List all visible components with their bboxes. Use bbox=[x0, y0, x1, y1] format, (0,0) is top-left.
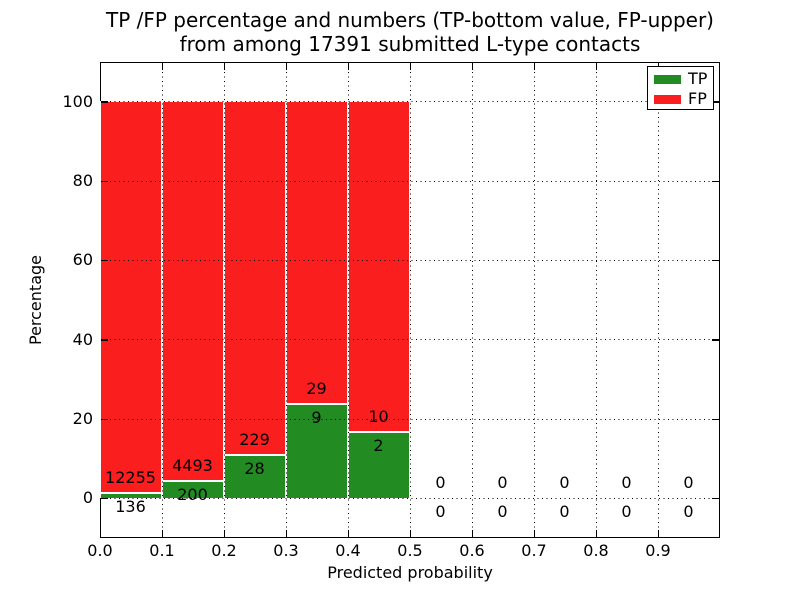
bar-segment-tp bbox=[99, 493, 162, 498]
gridline-x bbox=[409, 63, 411, 536]
legend-label-tp: TP bbox=[688, 69, 708, 88]
bar-segment-fp bbox=[285, 101, 348, 404]
x-tick-mark bbox=[533, 530, 535, 537]
y-tick-label: 60 bbox=[72, 250, 93, 270]
bar-segment-fp bbox=[347, 101, 410, 432]
x-tick-mark bbox=[223, 530, 225, 537]
y-tick-mark bbox=[101, 101, 108, 103]
x-tick-label: 0.8 bbox=[583, 541, 609, 560]
x-tick-label: 0.1 bbox=[149, 541, 175, 560]
x-tick-mark-top bbox=[99, 63, 101, 70]
x-tick-mark-top bbox=[161, 63, 163, 70]
x-tick-label: 0.2 bbox=[211, 541, 237, 560]
y-tick-mark-right bbox=[712, 259, 719, 262]
tp-count-label: 0 bbox=[435, 501, 446, 521]
x-tick-label: 0.0 bbox=[87, 541, 113, 560]
tp-count-label: 136 bbox=[115, 497, 146, 517]
x-tick-mark bbox=[657, 530, 659, 537]
tp-count-label: 0 bbox=[559, 501, 570, 521]
gridline-x bbox=[533, 63, 535, 536]
gridline-x bbox=[657, 63, 659, 536]
x-tick-mark bbox=[409, 530, 411, 537]
x-tick-label: 0.9 bbox=[645, 541, 671, 560]
y-tick-mark bbox=[101, 259, 108, 262]
y-tick-mark-right bbox=[712, 101, 719, 103]
fp-swatch-icon bbox=[654, 94, 681, 104]
legend-item-fp: FP bbox=[648, 89, 713, 109]
chart-title: TP /FP percentage and numbers (TP-bottom… bbox=[100, 8, 720, 56]
x-tick-mark bbox=[471, 530, 473, 537]
x-tick-mark-top bbox=[285, 63, 287, 70]
y-tick-mark bbox=[101, 497, 108, 500]
y-tick-mark bbox=[101, 180, 108, 182]
y-axis-label: Percentage bbox=[26, 254, 45, 346]
y-tick-mark bbox=[101, 418, 108, 420]
y-tick-mark-right bbox=[712, 497, 719, 500]
fp-count-label: 0 bbox=[559, 472, 570, 492]
y-tick-label: 100 bbox=[62, 91, 93, 111]
tp-count-label: 9 bbox=[311, 407, 322, 427]
gridline-x bbox=[595, 63, 597, 536]
gridline-x bbox=[347, 63, 349, 536]
x-tick-mark-top bbox=[533, 63, 535, 70]
tp-count-label: 28 bbox=[244, 458, 265, 478]
tp-count-label: 0 bbox=[683, 501, 694, 521]
fp-count-label: 0 bbox=[621, 472, 632, 492]
gridline-x bbox=[161, 63, 163, 536]
y-tick-mark-right bbox=[712, 418, 719, 420]
fp-count-label: 10 bbox=[368, 406, 389, 426]
x-tick-label: 0.4 bbox=[335, 541, 361, 560]
fp-count-label: 229 bbox=[239, 429, 270, 449]
bar-segment-tp bbox=[285, 403, 348, 498]
x-tick-mark bbox=[161, 530, 163, 537]
gridline-x bbox=[285, 63, 287, 536]
x-tick-mark bbox=[285, 530, 287, 537]
bar-segment-fp bbox=[161, 101, 224, 481]
x-tick-mark-top bbox=[595, 63, 597, 70]
legend-item-tp: TP bbox=[648, 69, 713, 89]
y-tick-mark bbox=[101, 339, 108, 341]
bar-segment-fp bbox=[223, 101, 286, 455]
y-tick-label: 20 bbox=[72, 409, 93, 428]
x-axis-label: Predicted probability bbox=[327, 563, 493, 582]
plot-area: TP FP 12255 136 4493 200 229 28 29 9 10 2 0 0 0 0 0 0 0 0… bbox=[99, 62, 720, 538]
gridline-x bbox=[223, 63, 225, 536]
tp-count-label: 2 bbox=[373, 435, 384, 455]
x-tick-mark-top bbox=[471, 63, 473, 70]
fp-count-label: 4493 bbox=[172, 455, 213, 475]
x-tick-mark bbox=[99, 530, 101, 537]
y-tick-mark-right bbox=[712, 180, 719, 182]
x-tick-mark-top bbox=[223, 63, 225, 70]
bar-segment-tp bbox=[347, 431, 410, 498]
bar-segment-fp bbox=[99, 101, 162, 494]
tp-count-label: 0 bbox=[497, 501, 508, 521]
x-tick-label: 0.6 bbox=[459, 541, 485, 560]
y-tick-label: 0 bbox=[82, 488, 93, 508]
y-tick-mark-right bbox=[712, 339, 719, 341]
fp-count-label: 0 bbox=[435, 472, 446, 492]
legend-label-fp: FP bbox=[688, 89, 707, 108]
x-tick-mark bbox=[347, 530, 349, 537]
x-tick-label: 0.5 bbox=[397, 541, 423, 560]
fp-count-label: 12255 bbox=[105, 468, 156, 488]
fp-count-label: 0 bbox=[497, 472, 508, 492]
x-tick-label: 0.3 bbox=[273, 541, 299, 560]
bar-segment-tp bbox=[223, 454, 286, 498]
y-tick-label: 40 bbox=[72, 329, 93, 349]
tp-count-label: 0 bbox=[621, 501, 632, 521]
x-tick-mark-top bbox=[409, 63, 411, 70]
tp-count-label: 200 bbox=[177, 484, 208, 504]
fp-count-label: 0 bbox=[683, 472, 694, 492]
legend: TP FP bbox=[647, 66, 714, 110]
x-tick-mark-top bbox=[347, 63, 349, 70]
fp-count-label: 29 bbox=[306, 378, 327, 398]
y-tick-label: 80 bbox=[72, 171, 93, 190]
chart-title-line-1: TP /FP percentage and numbers (TP-bottom… bbox=[106, 8, 714, 32]
x-tick-label: 0.7 bbox=[521, 541, 547, 560]
chart-title-line-2: from among 17391 submitted L-type contac… bbox=[179, 32, 641, 56]
x-tick-mark bbox=[595, 530, 597, 537]
gridline-x bbox=[471, 63, 473, 536]
tp-swatch-icon bbox=[654, 74, 681, 84]
